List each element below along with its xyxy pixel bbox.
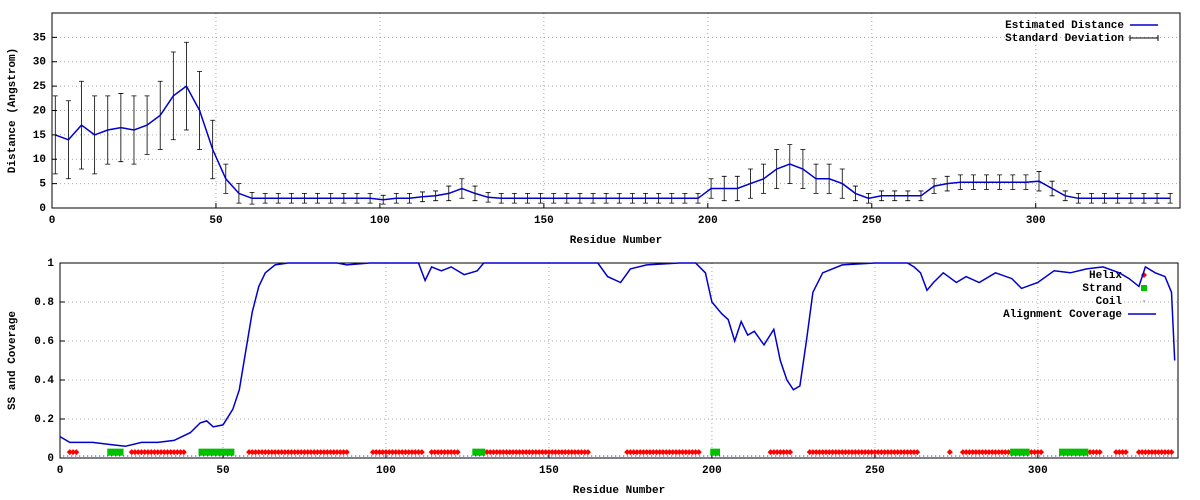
y-tick-label: 35 [33, 32, 47, 44]
strand-mark [1059, 448, 1089, 456]
helix-marks [1135, 449, 1175, 456]
y-tick-label: 10 [33, 154, 46, 166]
strand-mark [198, 448, 235, 456]
helix-marks [428, 449, 461, 456]
helix-marks [480, 449, 592, 456]
plot-frame [59, 262, 1179, 459]
y-tick-label: 0.6 [34, 336, 54, 348]
x-axis-label: Residue Number [570, 235, 662, 247]
y-tick-label: 15 [33, 130, 47, 142]
y-tick-label: 0.4 [34, 375, 54, 387]
legend-symbol [1141, 285, 1147, 291]
x-tick-label: 300 [1028, 465, 1048, 477]
y-tick-label: 0.2 [34, 414, 54, 426]
x-tick-label: 200 [698, 215, 718, 227]
helix-marks [959, 449, 1012, 456]
data-line [55, 84, 1171, 201]
helix-marks [1028, 449, 1045, 456]
legend-label: Helix [1089, 270, 1122, 282]
legend-symbol [1143, 300, 1145, 302]
y-tick-label: 0.8 [34, 297, 54, 309]
x-tick-label: 0 [49, 215, 56, 227]
y-tick-label: 1 [47, 258, 54, 270]
error-bar [52, 95, 58, 175]
legend-label: Standard Deviation [1005, 33, 1124, 45]
y-tick-label: 25 [33, 81, 47, 93]
plot-frame [51, 12, 1181, 209]
helix-marks [128, 449, 187, 456]
y-tick-label: 20 [33, 105, 46, 117]
y-tick-label: 0 [47, 453, 54, 465]
legend-symbol [1129, 35, 1159, 41]
x-tick-label: 200 [702, 465, 722, 477]
strand-mark [1010, 448, 1030, 456]
x-tick-label: 100 [376, 465, 396, 477]
strand-mark [710, 448, 721, 456]
x-tick-label: 0 [57, 465, 64, 477]
x-tick-label: 150 [539, 465, 559, 477]
legend-label: Strand [1082, 283, 1122, 295]
helix-marks [767, 449, 794, 456]
x-axis-label: Residue Number [573, 485, 665, 497]
x-tick-label: 50 [209, 215, 222, 227]
y-axis-label: Distance (Angstrom) [7, 48, 19, 173]
x-tick-label: 300 [1026, 215, 1046, 227]
y-tick-label: 5 [39, 179, 46, 191]
helix-marks [806, 449, 921, 456]
strand-mark [107, 448, 124, 456]
legend-label: Coil [1096, 296, 1123, 308]
x-tick-label: 100 [370, 215, 390, 227]
strand-mark [472, 448, 486, 456]
x-tick-label: 250 [862, 215, 882, 227]
x-tick-label: 50 [216, 465, 229, 477]
y-tick-label: 0 [39, 203, 46, 215]
x-tick-label: 150 [534, 215, 554, 227]
helix-marks [1113, 449, 1129, 456]
y-axis-label: SS and Coverage [7, 311, 19, 410]
helix-marks [246, 449, 350, 456]
helix-marks [946, 449, 953, 456]
x-tick-label: 250 [865, 465, 885, 477]
data-line [59, 262, 1176, 448]
legend-label: Estimated Distance [1005, 20, 1124, 32]
helix-marks [369, 449, 425, 456]
helix-marks [1086, 449, 1103, 456]
y-tick-label: 30 [33, 57, 46, 69]
legend-label: Alignment Coverage [1003, 309, 1122, 321]
helix-marks [624, 449, 702, 456]
helix-marks [66, 449, 80, 456]
